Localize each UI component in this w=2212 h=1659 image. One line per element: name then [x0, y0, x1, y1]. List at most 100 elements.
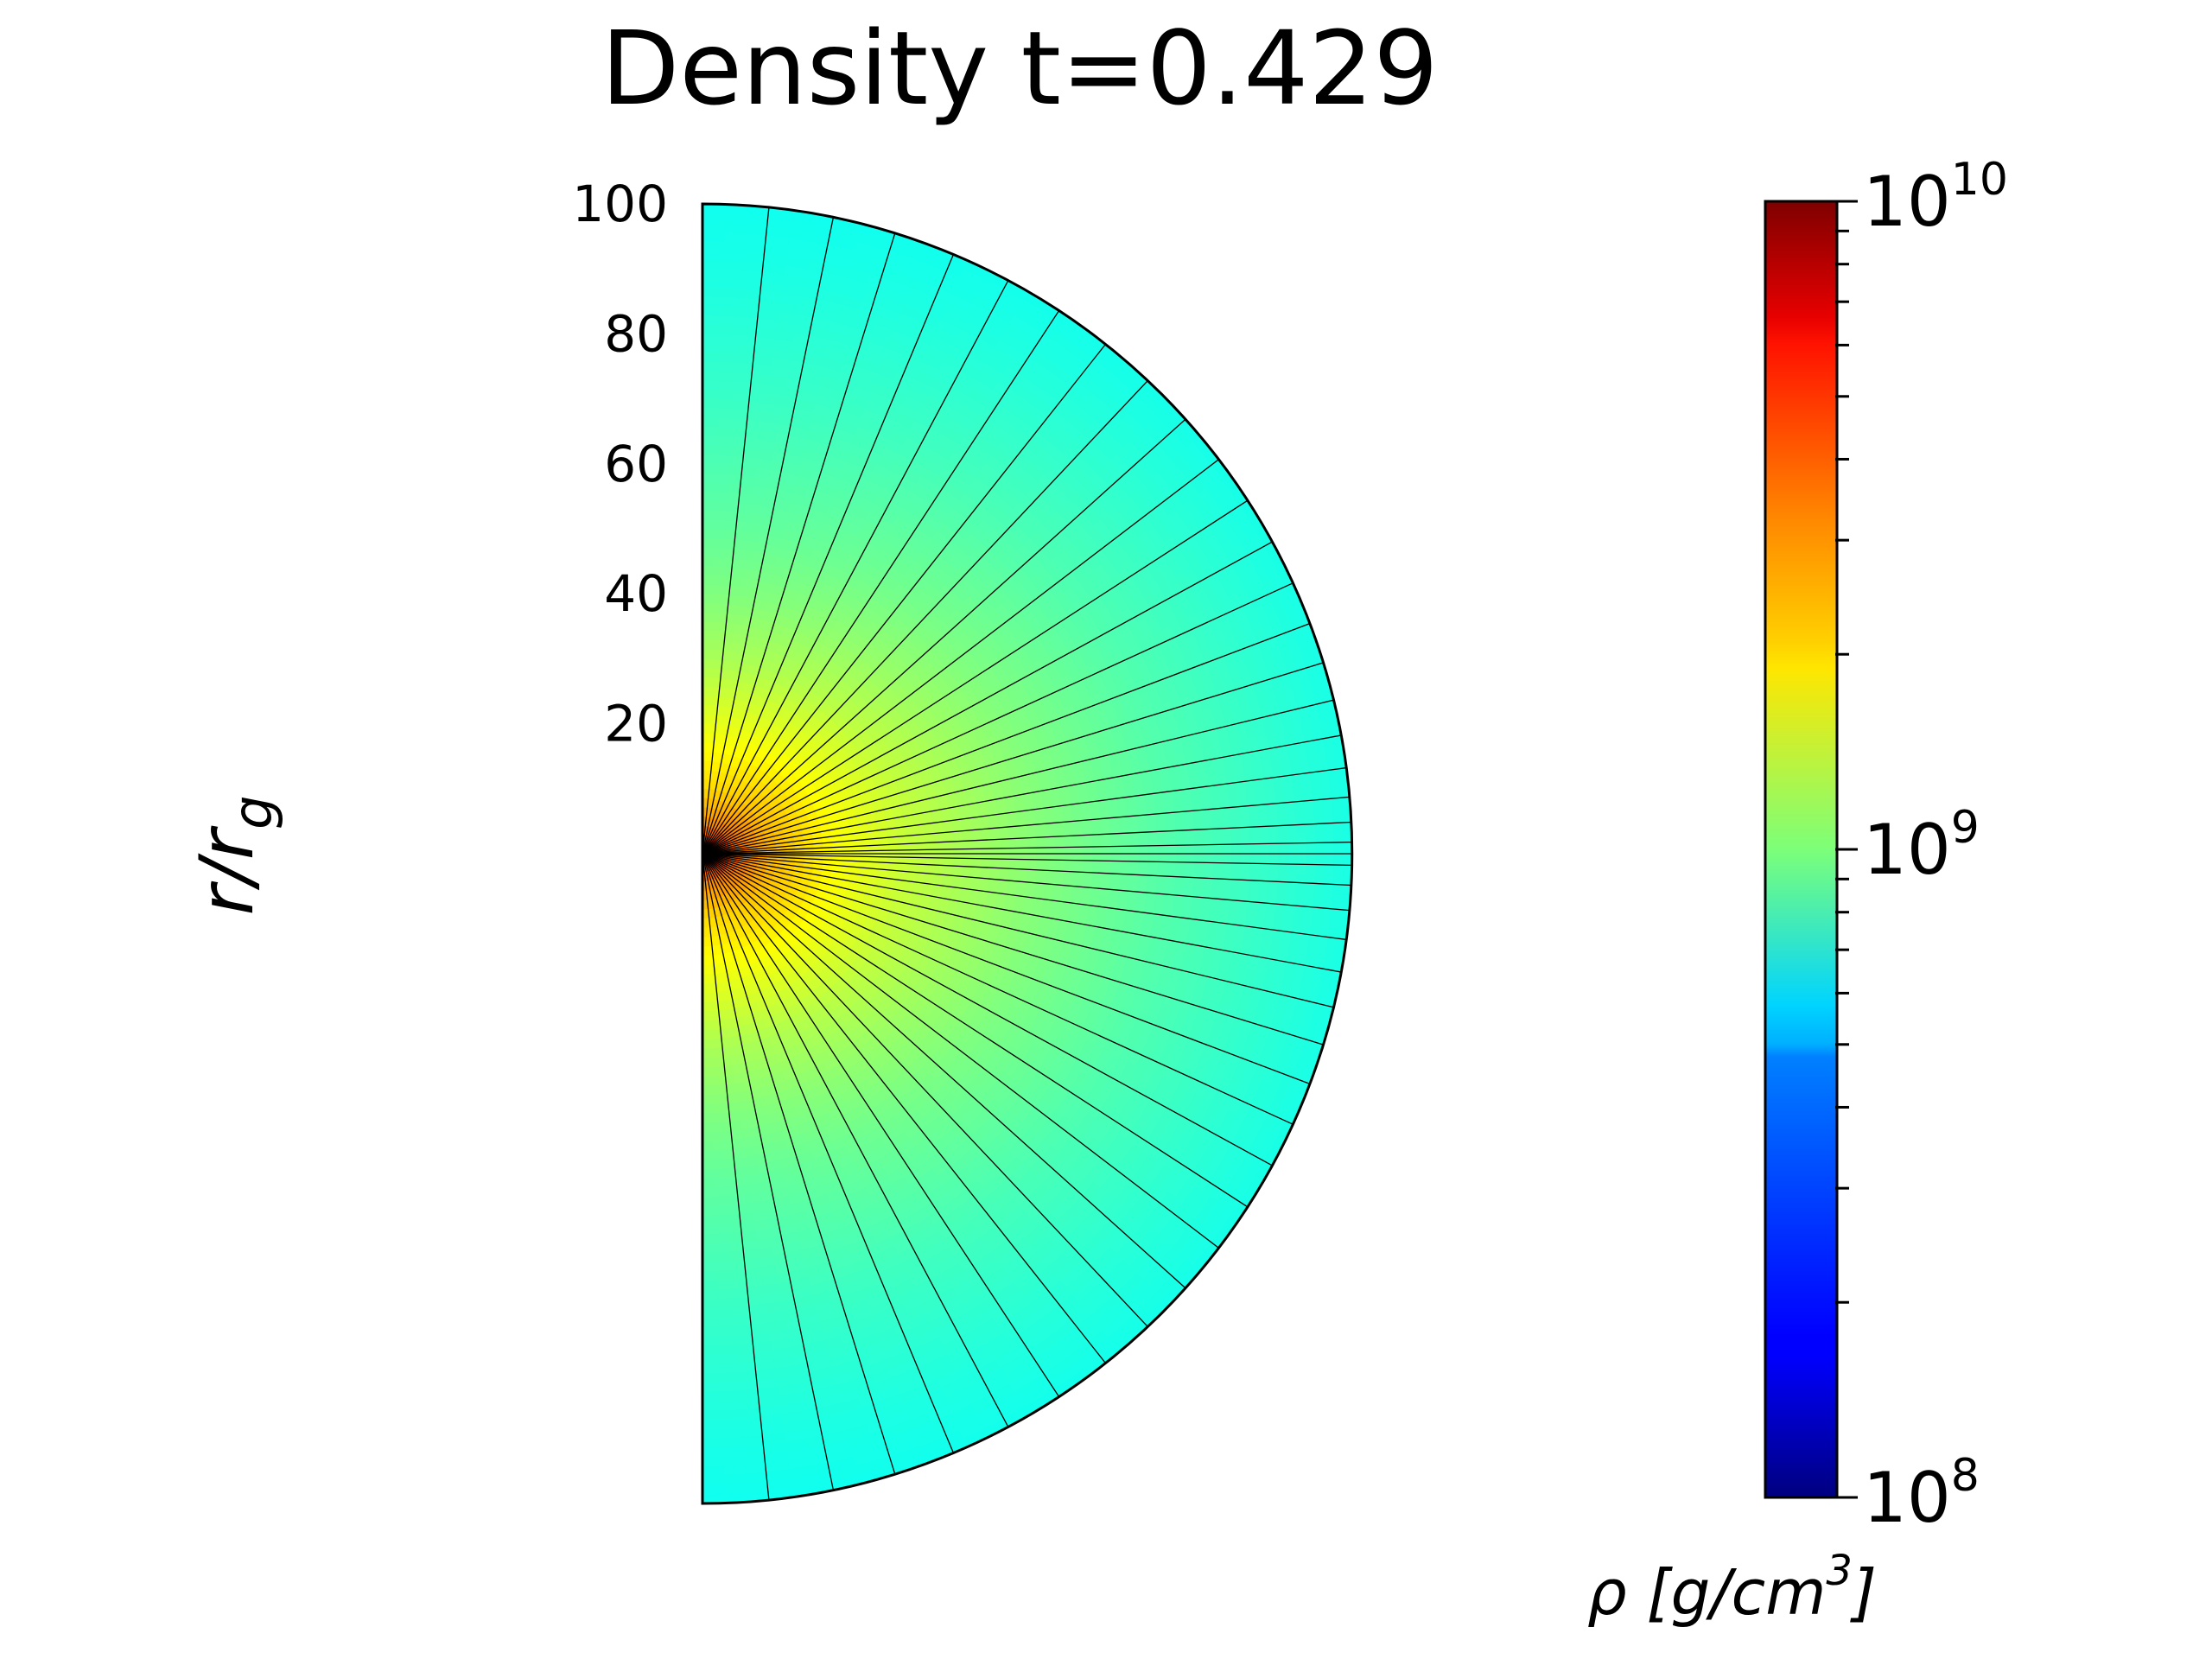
density-cell [762, 909, 772, 920]
density-cell [761, 934, 772, 945]
density-cell [738, 817, 748, 826]
density-cell [724, 753, 732, 765]
density-cell [742, 891, 752, 900]
density-cell [747, 899, 757, 909]
density-cell [727, 922, 734, 934]
density-cell [748, 932, 758, 944]
density-cell [711, 879, 717, 890]
density-cell [760, 881, 771, 890]
density-cell [750, 789, 760, 799]
density-cell [751, 744, 760, 756]
density-cell [703, 890, 706, 901]
density-cell [709, 880, 714, 891]
density-cell [715, 832, 724, 842]
density-cell [767, 886, 779, 894]
density-cell [750, 803, 761, 813]
density-cell [747, 815, 758, 823]
density-cell [702, 1113, 712, 1124]
density-cell [767, 814, 779, 822]
density-cell [722, 828, 733, 836]
density-cell [721, 873, 730, 881]
density-cell [775, 790, 787, 800]
density-cell [727, 836, 737, 842]
density-cell [772, 895, 785, 905]
density-cell [754, 746, 765, 758]
density-cell [734, 872, 744, 880]
density-cell [746, 834, 757, 840]
density-cell [716, 820, 723, 830]
y-tick-label: 60 [604, 435, 668, 493]
density-cell [729, 900, 738, 912]
density-cell [725, 772, 733, 785]
density-cell [741, 876, 752, 885]
density-cell [744, 871, 755, 878]
density-cell [720, 811, 727, 822]
density-cell [736, 801, 746, 811]
density-cell [724, 815, 733, 825]
density-cell [736, 834, 747, 841]
density-cell [724, 869, 734, 877]
density-cell [736, 918, 745, 929]
density-cell [741, 925, 750, 938]
density-cell [728, 764, 735, 776]
density-cell [755, 835, 767, 841]
density-cell [767, 767, 779, 779]
density-cell [721, 812, 728, 823]
density-cell [742, 794, 752, 804]
density-cell [762, 804, 773, 813]
density-cell [702, 1187, 715, 1198]
density-cell [702, 1243, 717, 1255]
density-cell [739, 791, 747, 802]
density-cell [772, 804, 785, 813]
density-cell [734, 778, 743, 789]
density-cell [748, 897, 759, 906]
density-cell [712, 770, 718, 781]
density-cell [742, 807, 753, 817]
density-cell [733, 787, 741, 798]
density-cell [734, 812, 744, 822]
density-cell [757, 813, 768, 822]
density-cell [722, 894, 729, 906]
density-cell [765, 931, 775, 944]
density-cell [746, 912, 755, 923]
density-cell [746, 785, 755, 796]
density-cell [751, 778, 761, 789]
density-cell [737, 882, 747, 891]
density-cell [724, 903, 732, 915]
density-cell [732, 887, 741, 898]
density-cell [702, 1271, 718, 1282]
density-cell [743, 945, 753, 957]
density-cell [709, 899, 713, 911]
density-cell [717, 925, 723, 937]
density-cell [713, 907, 719, 918]
density-cell [757, 770, 767, 781]
density-cell [712, 798, 717, 809]
density-cell [750, 754, 760, 766]
density-cell [724, 882, 732, 893]
density-cell [775, 922, 786, 933]
density-cell [728, 785, 736, 796]
density-cell [764, 907, 775, 918]
density-cell [702, 1205, 715, 1217]
density-cell [734, 756, 742, 768]
y-tick-label: 40 [604, 564, 668, 623]
density-cell [738, 862, 749, 868]
density-cell [786, 888, 798, 897]
density-cell [730, 785, 739, 797]
density-cell [741, 739, 749, 751]
density-cell [731, 765, 739, 777]
density-cell [738, 894, 747, 905]
density-cell [729, 735, 737, 747]
density-cell [702, 1280, 718, 1292]
density-cell [702, 1169, 715, 1180]
density-cell [715, 906, 721, 918]
density-cell [722, 883, 731, 893]
density-cell [724, 804, 732, 814]
density-cell [712, 817, 717, 829]
density-cell [737, 747, 746, 760]
density-cell [752, 906, 761, 918]
density-cell [758, 913, 768, 925]
density-cell [744, 783, 753, 794]
density-cell [752, 804, 763, 815]
